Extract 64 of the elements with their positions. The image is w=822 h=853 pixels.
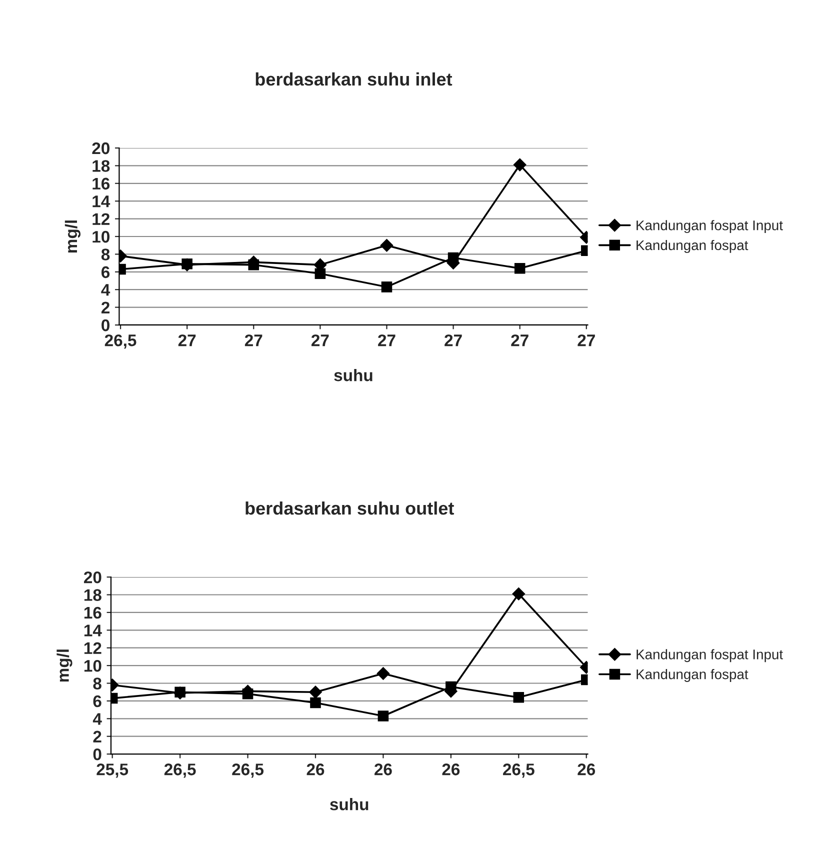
y-tick-label: 14	[92, 196, 110, 208]
point	[242, 688, 254, 700]
y-tick-label: 2	[101, 302, 110, 314]
point	[182, 258, 192, 270]
y-tick-label: 8	[93, 678, 102, 690]
legend-label: Kandungan fospat Input	[636, 220, 783, 234]
y-tick-label: 18	[92, 160, 110, 172]
y-axis-title: mg/l	[56, 650, 72, 682]
y-tick-label: 20	[84, 571, 102, 584]
x-tick-label: 26	[442, 764, 460, 776]
y-tick-label: 4	[92, 713, 102, 725]
y-tick-label: 10	[92, 230, 110, 243]
x-tick-label: 26	[578, 764, 596, 776]
y-tick-label: 2	[93, 730, 102, 742]
x-tick-label: 26,5	[503, 764, 534, 778]
x-tick-label: 27	[578, 334, 595, 346]
point	[448, 252, 459, 264]
y-tick-label: 20	[92, 142, 110, 154]
y-tick-label: 18	[84, 589, 102, 601]
y-tick-label: 10	[84, 660, 102, 672]
y-tick-label: 12	[92, 213, 110, 225]
x-tick-label: 26,5	[164, 764, 196, 778]
y-tick-label: 6	[102, 266, 110, 278]
point	[512, 587, 526, 600]
legend-label: Kandungan fospat	[636, 240, 748, 253]
chart-title: berdasarkan suhu inlet	[256, 72, 452, 86]
x-tick-label: 27	[511, 334, 528, 346]
point	[378, 710, 389, 722]
x-tick-label: 26	[374, 764, 392, 776]
y-tick-label: 0	[93, 748, 102, 760]
x-tick-label: 27	[444, 334, 462, 346]
legend-label: Kandungan fospat Input	[636, 649, 783, 662]
chart-title: berdasarkan suhu outlet	[246, 501, 454, 515]
y-tick-label: 12	[84, 642, 102, 654]
x-axis-title: suhu	[334, 369, 372, 382]
point	[248, 259, 260, 270]
point	[514, 262, 526, 274]
y-tick-label: 0	[102, 319, 110, 332]
legend-label: Kandungan fospat	[636, 669, 748, 682]
point	[376, 667, 390, 680]
x-tick-label: 25,5	[96, 764, 128, 778]
point	[381, 282, 392, 292]
point	[380, 238, 394, 252]
x-tick-label: 26	[306, 764, 324, 776]
x-tick-label: 26,5	[104, 334, 136, 349]
y-tick-label: 16	[84, 606, 102, 619]
y-tick-label: 14	[84, 624, 102, 636]
x-tick-label: 27	[311, 334, 329, 346]
point	[513, 692, 524, 703]
x-tick-label: 27	[178, 334, 196, 346]
y-axis-title: mg/l	[64, 220, 81, 253]
y-tick-label: 6	[93, 695, 102, 708]
point	[513, 158, 526, 172]
y-tick-label: 16	[92, 178, 110, 190]
point	[174, 686, 186, 698]
point	[314, 268, 326, 280]
x-tick-label: 27	[378, 334, 396, 346]
x-axis-title: suhu	[330, 798, 368, 810]
y-tick-label: 4	[101, 284, 110, 296]
y-tick-label: 8	[101, 248, 110, 260]
point	[310, 697, 321, 708]
x-tick-label: 27	[244, 334, 262, 346]
point	[309, 686, 322, 699]
x-tick-label: 26,5	[232, 764, 264, 778]
